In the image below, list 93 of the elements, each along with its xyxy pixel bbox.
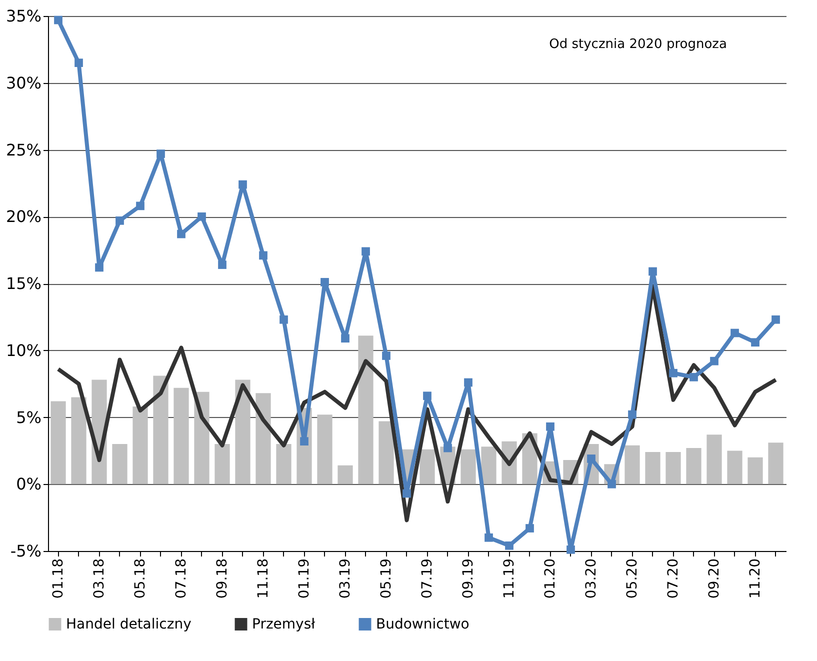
bar (666, 452, 681, 484)
point (526, 524, 534, 532)
legend-label: Budownictwo (376, 616, 470, 632)
legend-label: Handel detaliczny (66, 616, 192, 632)
point (320, 278, 329, 286)
bar (624, 445, 640, 484)
point (669, 368, 678, 378)
point (505, 541, 514, 550)
bar (645, 452, 660, 484)
y-tick-label: -5% (10, 542, 42, 560)
x-tick-label: 05.19 (378, 558, 394, 599)
point (484, 533, 493, 542)
point (608, 480, 616, 488)
point (259, 251, 268, 260)
bar (686, 448, 702, 484)
x-tick-label: 07.20 (665, 558, 682, 599)
point (280, 315, 288, 324)
bar (727, 450, 742, 484)
bar (112, 444, 128, 484)
x-tick-label: 03.19 (337, 558, 354, 599)
point (54, 16, 62, 24)
point (587, 454, 596, 463)
y-tick-label: 15% (6, 274, 42, 293)
legend-label: Przemysł (252, 616, 316, 632)
x-tick-label: 03.20 (583, 558, 600, 599)
bar (358, 336, 374, 484)
point (300, 437, 308, 446)
bar (153, 376, 168, 484)
x-tick-label: 09.20 (706, 558, 722, 599)
bar (214, 444, 230, 484)
x-tick-label: 01.19 (296, 558, 312, 599)
bar (132, 406, 148, 484)
point (136, 202, 144, 210)
point (238, 180, 247, 189)
point (402, 489, 411, 498)
point (546, 422, 554, 431)
x-tick-label: 11.20 (747, 558, 764, 599)
bar (481, 446, 496, 484)
bar (256, 393, 271, 484)
y-tick-label: 30% (6, 73, 42, 92)
point (628, 410, 636, 419)
y-tick-label: 20% (6, 207, 42, 226)
point (648, 267, 657, 276)
bar (460, 449, 476, 484)
point (730, 328, 739, 338)
x-tick-label: 01.20 (542, 558, 558, 599)
y-tick-label: 10% (6, 340, 42, 360)
y-tick-label: 5% (16, 408, 42, 427)
point (218, 260, 226, 269)
point (772, 315, 780, 324)
point (710, 356, 718, 366)
point (341, 334, 350, 343)
point (198, 212, 206, 221)
bar (338, 465, 353, 484)
bar (748, 457, 763, 484)
line-series (56, 284, 778, 522)
x-tick-label: 09.18 (214, 558, 230, 599)
bar (317, 414, 332, 484)
y-tick-label: 35% (6, 6, 42, 26)
point (156, 150, 165, 158)
bar (706, 434, 722, 484)
bar (378, 421, 394, 484)
point (751, 338, 760, 347)
point (464, 378, 472, 387)
x-tick-label: 07.19 (419, 558, 436, 599)
bar (235, 380, 250, 484)
bar (768, 442, 784, 484)
y-tick-label: 0% (16, 474, 42, 494)
point (566, 545, 575, 554)
x-tick-label: 11.19 (501, 558, 518, 599)
x-tick-label: 03.18 (91, 558, 108, 599)
bar (50, 401, 66, 484)
y-tick-label: 25% (6, 140, 42, 160)
annotation: Od stycznia 2020 prognoza (549, 37, 727, 52)
x-tick-label: 05.18 (132, 558, 148, 599)
point (444, 444, 452, 452)
point (95, 263, 104, 272)
point (690, 372, 698, 382)
x-tick-label: 09.19 (460, 558, 476, 599)
x-tick-label: 11.18 (255, 558, 272, 599)
point (423, 392, 432, 400)
bar (276, 444, 292, 484)
bar (71, 397, 86, 484)
bar (174, 388, 189, 484)
point (74, 58, 83, 67)
point (116, 216, 124, 225)
x-tick-label: 07.18 (173, 558, 190, 599)
x-tick-label: 01.18 (50, 558, 66, 599)
point (362, 247, 370, 256)
bar (420, 449, 435, 484)
point (177, 230, 186, 238)
point (382, 352, 390, 360)
x-tick-label: 05.20 (624, 558, 640, 599)
